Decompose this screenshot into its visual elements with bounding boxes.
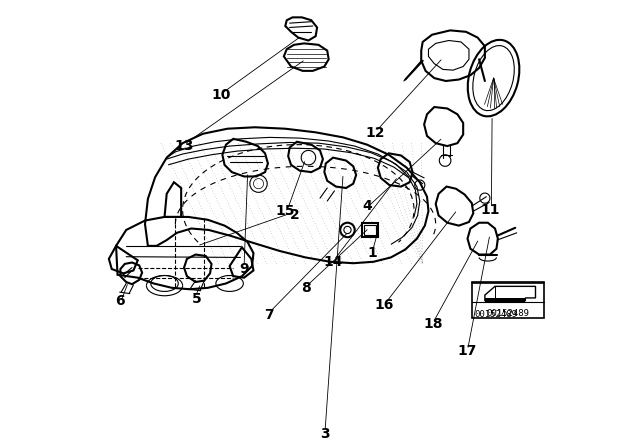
Bar xyxy=(472,282,544,318)
Text: 7: 7 xyxy=(264,308,274,322)
Text: 16: 16 xyxy=(374,298,394,312)
Text: 3: 3 xyxy=(320,427,330,441)
Text: 9: 9 xyxy=(239,262,249,276)
Text: 17: 17 xyxy=(457,345,477,358)
Text: 4: 4 xyxy=(362,199,372,213)
Text: 1: 1 xyxy=(368,246,378,260)
Text: 15: 15 xyxy=(276,204,295,218)
Bar xyxy=(364,225,376,235)
Text: 13: 13 xyxy=(174,139,194,153)
Text: 6: 6 xyxy=(116,294,125,308)
Text: 14: 14 xyxy=(323,255,343,269)
Bar xyxy=(485,298,525,302)
Bar xyxy=(362,223,378,237)
Text: 00152489: 00152489 xyxy=(486,309,529,319)
Text: 2: 2 xyxy=(290,208,300,223)
Text: 5: 5 xyxy=(192,292,202,306)
Text: 11: 11 xyxy=(481,202,500,217)
Text: 8: 8 xyxy=(301,281,310,295)
Text: 10: 10 xyxy=(211,88,230,103)
Text: 18: 18 xyxy=(423,317,442,331)
Text: 12: 12 xyxy=(365,126,385,140)
Text: 00152489: 00152489 xyxy=(474,310,517,319)
